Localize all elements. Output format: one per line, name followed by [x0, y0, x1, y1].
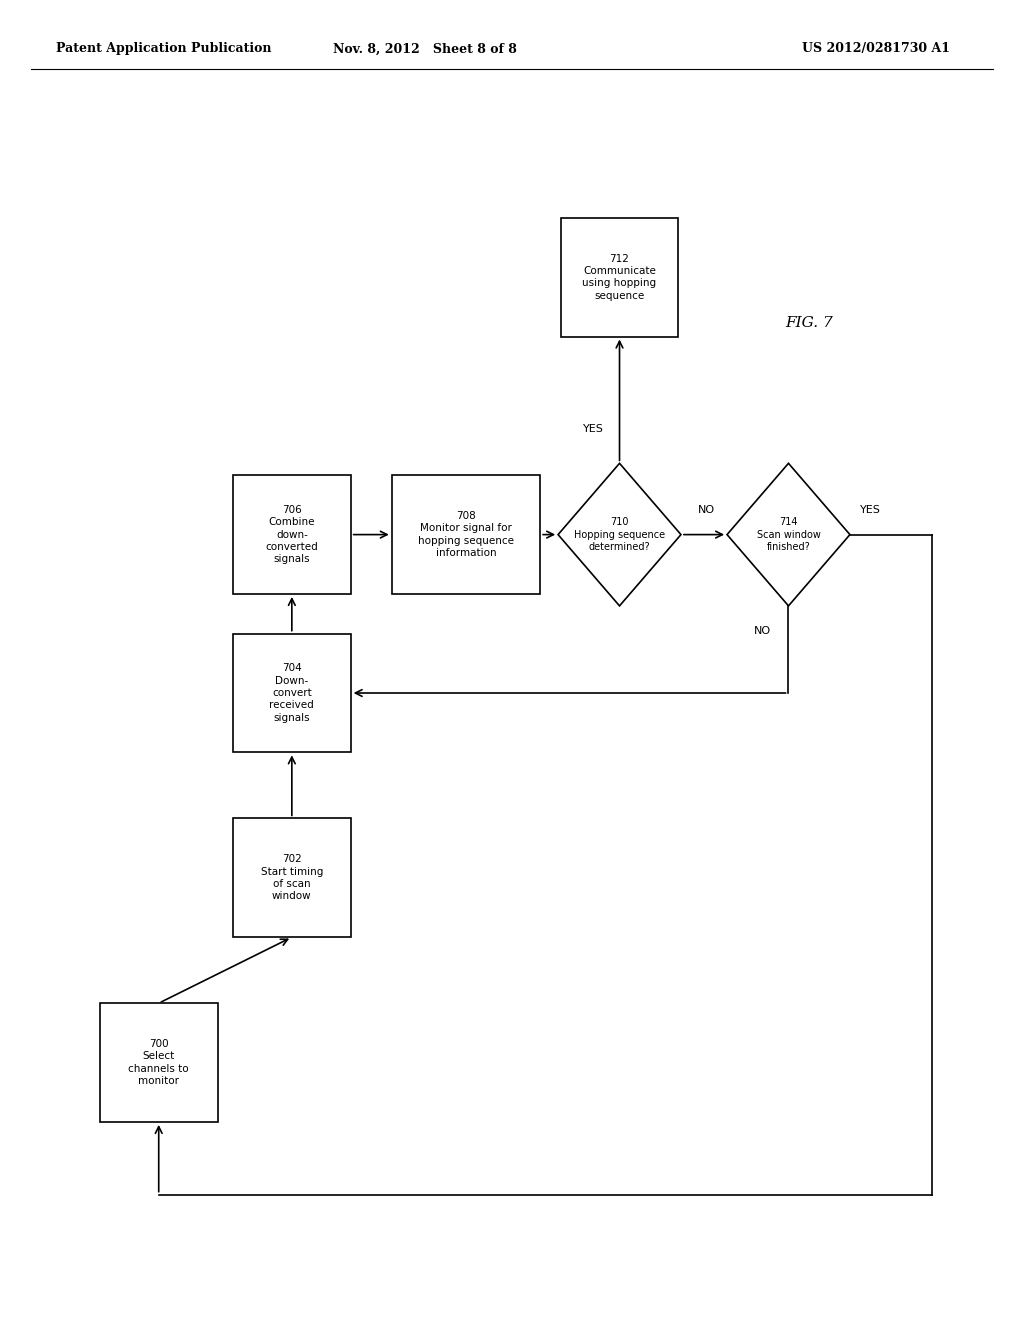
- Text: YES: YES: [584, 424, 604, 434]
- Text: Patent Application Publication: Patent Application Publication: [56, 42, 271, 55]
- Text: NO: NO: [698, 504, 715, 515]
- FancyBboxPatch shape: [561, 218, 678, 337]
- FancyBboxPatch shape: [232, 475, 350, 594]
- Text: YES: YES: [860, 504, 881, 515]
- Text: NO: NO: [755, 626, 771, 636]
- Text: FIG. 7: FIG. 7: [785, 317, 833, 330]
- Text: 710
Hopping sequence
determined?: 710 Hopping sequence determined?: [574, 517, 665, 552]
- Polygon shape: [727, 463, 850, 606]
- Text: 704
Down-
convert
received
signals: 704 Down- convert received signals: [269, 663, 314, 723]
- FancyBboxPatch shape: [100, 1003, 218, 1122]
- Text: 714
Scan window
finished?: 714 Scan window finished?: [757, 517, 820, 552]
- Text: 706
Combine
down-
converted
signals: 706 Combine down- converted signals: [265, 504, 318, 565]
- FancyBboxPatch shape: [232, 634, 350, 752]
- Text: US 2012/0281730 A1: US 2012/0281730 A1: [802, 42, 949, 55]
- Text: Nov. 8, 2012   Sheet 8 of 8: Nov. 8, 2012 Sheet 8 of 8: [333, 42, 517, 55]
- Text: 702
Start timing
of scan
window: 702 Start timing of scan window: [261, 854, 323, 902]
- Text: 712
Communicate
using hopping
sequence: 712 Communicate using hopping sequence: [583, 253, 656, 301]
- Text: 700
Select
channels to
monitor: 700 Select channels to monitor: [128, 1039, 189, 1086]
- FancyBboxPatch shape: [232, 818, 350, 937]
- FancyBboxPatch shape: [391, 475, 541, 594]
- Text: 708
Monitor signal for
hopping sequence
information: 708 Monitor signal for hopping sequence …: [418, 511, 514, 558]
- Polygon shape: [558, 463, 681, 606]
